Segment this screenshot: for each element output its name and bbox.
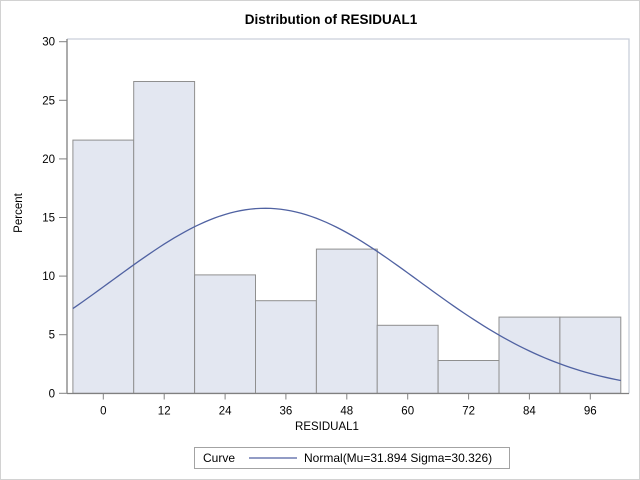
legend: Curve Normal(Mu=31.894 Sigma=30.326): [194, 447, 510, 469]
x-tick-label: 24: [219, 406, 232, 418]
y-tick-label: 15: [42, 213, 55, 225]
normal-curve: [72, 207, 621, 382]
histogram-bar-84: [498, 316, 561, 394]
y-tick-label: 25: [42, 95, 55, 107]
histogram-bar-12: [133, 81, 196, 394]
histogram-bar-48: [315, 248, 378, 394]
legend-entry-text: Normal(Mu=31.894 Sigma=30.326): [304, 451, 493, 465]
histogram-bar-24: [194, 274, 257, 394]
chart-title: Distribution of RESIDUAL1: [244, 12, 418, 27]
x-tick-label: 96: [584, 406, 597, 418]
y-tick-label: 10: [42, 271, 55, 283]
histogram-bar-96: [559, 316, 622, 394]
legend-line-sample-icon: [249, 457, 298, 459]
x-tick-label: 36: [280, 406, 293, 418]
x-tick-label: 84: [523, 406, 536, 418]
histogram-bar-0: [72, 139, 135, 394]
y-tick-label: 30: [42, 37, 55, 49]
y-tick-label: 5: [49, 330, 55, 342]
legend-title: Curve: [203, 451, 236, 465]
histogram-bar-36: [255, 300, 317, 394]
x-tick-label: 72: [462, 406, 475, 418]
x-tick-label: 0: [100, 406, 106, 418]
histogram-bar-72: [437, 360, 500, 394]
histogram-bar-60: [376, 324, 439, 394]
plot-frame: [67, 38, 630, 394]
y-axis-label: Percent: [13, 193, 25, 233]
x-tick-label: 12: [158, 406, 171, 418]
x-axis-label: RESIDUAL1: [295, 421, 359, 433]
y-tick-label: 20: [42, 154, 55, 166]
y-tick-label: 0: [49, 388, 55, 400]
x-tick-label: 48: [340, 406, 353, 418]
x-tick-label: 60: [401, 406, 414, 418]
